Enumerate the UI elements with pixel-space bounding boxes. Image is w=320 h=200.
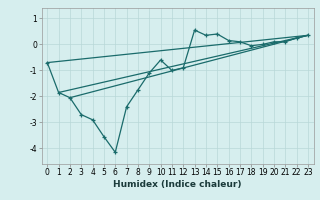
X-axis label: Humidex (Indice chaleur): Humidex (Indice chaleur): [113, 180, 242, 189]
